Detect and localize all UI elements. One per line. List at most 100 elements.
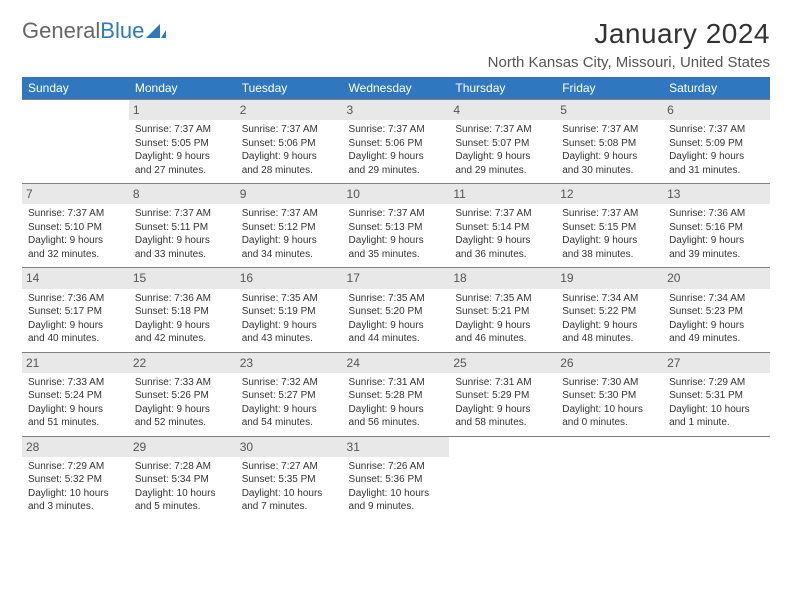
daylight-line1: Daylight: 9 hours: [455, 403, 550, 417]
daylight-line2: and 3 minutes.: [28, 500, 123, 514]
daylight-line2: and 32 minutes.: [28, 248, 123, 262]
weekday-header: Wednesday: [343, 77, 450, 100]
daylight-line2: and 0 minutes.: [562, 416, 657, 430]
daylight-line2: and 52 minutes.: [135, 416, 230, 430]
day-number: 27: [663, 353, 770, 373]
sunset-text: Sunset: 5:13 PM: [349, 221, 444, 235]
sunrise-text: Sunrise: 7:36 AM: [28, 292, 123, 306]
sunrise-text: Sunrise: 7:37 AM: [135, 207, 230, 221]
logo-text-blue: Blue: [100, 18, 144, 44]
sunrise-text: Sunrise: 7:32 AM: [242, 376, 337, 390]
daylight-line1: Daylight: 9 hours: [669, 319, 764, 333]
daylight-line2: and 56 minutes.: [349, 416, 444, 430]
daylight-line2: and 38 minutes.: [562, 248, 657, 262]
calendar-week-row: 28Sunrise: 7:29 AMSunset: 5:32 PMDayligh…: [22, 436, 770, 520]
sunset-text: Sunset: 5:29 PM: [455, 389, 550, 403]
sunset-text: Sunset: 5:08 PM: [562, 137, 657, 151]
sunset-text: Sunset: 5:26 PM: [135, 389, 230, 403]
sunset-text: Sunset: 5:10 PM: [28, 221, 123, 235]
calendar-body: 1Sunrise: 7:37 AMSunset: 5:05 PMDaylight…: [22, 100, 770, 520]
sunset-text: Sunset: 5:36 PM: [349, 473, 444, 487]
day-number: 6: [663, 100, 770, 120]
page-title: January 2024: [488, 18, 770, 50]
daylight-line1: Daylight: 9 hours: [455, 234, 550, 248]
calendar-day-cell: 24Sunrise: 7:31 AMSunset: 5:28 PMDayligh…: [343, 352, 450, 436]
sunrise-text: Sunrise: 7:33 AM: [135, 376, 230, 390]
sunset-text: Sunset: 5:31 PM: [669, 389, 764, 403]
day-number: 18: [449, 268, 556, 288]
calendar-day-cell: [22, 100, 129, 184]
sunrise-text: Sunrise: 7:31 AM: [349, 376, 444, 390]
daylight-line1: Daylight: 9 hours: [135, 403, 230, 417]
sunrise-text: Sunrise: 7:35 AM: [349, 292, 444, 306]
daylight-line2: and 42 minutes.: [135, 332, 230, 346]
sunset-text: Sunset: 5:32 PM: [28, 473, 123, 487]
daylight-line2: and 9 minutes.: [349, 500, 444, 514]
daylight-line1: Daylight: 9 hours: [242, 150, 337, 164]
day-number: 25: [449, 353, 556, 373]
calendar-day-cell: 12Sunrise: 7:37 AMSunset: 5:15 PMDayligh…: [556, 184, 663, 268]
sunset-text: Sunset: 5:05 PM: [135, 137, 230, 151]
day-number: 29: [129, 437, 236, 457]
daylight-line2: and 35 minutes.: [349, 248, 444, 262]
calendar-table: SundayMondayTuesdayWednesdayThursdayFrid…: [22, 77, 770, 520]
daylight-line1: Daylight: 9 hours: [28, 234, 123, 248]
calendar-day-cell: 22Sunrise: 7:33 AMSunset: 5:26 PMDayligh…: [129, 352, 236, 436]
day-number: 24: [343, 353, 450, 373]
day-number: 15: [129, 268, 236, 288]
calendar-day-cell: 2Sunrise: 7:37 AMSunset: 5:06 PMDaylight…: [236, 100, 343, 184]
daylight-line2: and 58 minutes.: [455, 416, 550, 430]
day-number: 20: [663, 268, 770, 288]
weekday-header: Friday: [556, 77, 663, 100]
location-text: North Kansas City, Missouri, United Stat…: [488, 54, 770, 71]
sunrise-text: Sunrise: 7:37 AM: [28, 207, 123, 221]
daylight-line2: and 5 minutes.: [135, 500, 230, 514]
calendar-day-cell: 28Sunrise: 7:29 AMSunset: 5:32 PMDayligh…: [22, 436, 129, 520]
sunrise-text: Sunrise: 7:30 AM: [562, 376, 657, 390]
calendar-day-cell: 20Sunrise: 7:34 AMSunset: 5:23 PMDayligh…: [663, 268, 770, 352]
daylight-line2: and 54 minutes.: [242, 416, 337, 430]
daylight-line1: Daylight: 9 hours: [242, 403, 337, 417]
daylight-line1: Daylight: 9 hours: [455, 319, 550, 333]
daylight-line1: Daylight: 9 hours: [562, 319, 657, 333]
sunset-text: Sunset: 5:14 PM: [455, 221, 550, 235]
calendar-day-cell: 4Sunrise: 7:37 AMSunset: 5:07 PMDaylight…: [449, 100, 556, 184]
weekday-header: Thursday: [449, 77, 556, 100]
calendar-day-cell: 17Sunrise: 7:35 AMSunset: 5:20 PMDayligh…: [343, 268, 450, 352]
sunrise-text: Sunrise: 7:26 AM: [349, 460, 444, 474]
daylight-line2: and 29 minutes.: [455, 164, 550, 178]
sunset-text: Sunset: 5:22 PM: [562, 305, 657, 319]
sunrise-text: Sunrise: 7:35 AM: [455, 292, 550, 306]
header: GeneralBlue January 2024 North Kansas Ci…: [22, 18, 770, 71]
daylight-line1: Daylight: 10 hours: [349, 487, 444, 501]
daylight-line2: and 48 minutes.: [562, 332, 657, 346]
calendar-day-cell: 9Sunrise: 7:37 AMSunset: 5:12 PMDaylight…: [236, 184, 343, 268]
sunset-text: Sunset: 5:35 PM: [242, 473, 337, 487]
day-number: 19: [556, 268, 663, 288]
calendar-day-cell: 21Sunrise: 7:33 AMSunset: 5:24 PMDayligh…: [22, 352, 129, 436]
daylight-line2: and 44 minutes.: [349, 332, 444, 346]
daylight-line2: and 1 minute.: [669, 416, 764, 430]
sunrise-text: Sunrise: 7:37 AM: [242, 123, 337, 137]
sunrise-text: Sunrise: 7:29 AM: [28, 460, 123, 474]
calendar-day-cell: 3Sunrise: 7:37 AMSunset: 5:06 PMDaylight…: [343, 100, 450, 184]
daylight-line2: and 7 minutes.: [242, 500, 337, 514]
day-number: 21: [22, 353, 129, 373]
daylight-line1: Daylight: 9 hours: [669, 150, 764, 164]
day-number: 10: [343, 184, 450, 204]
daylight-line1: Daylight: 10 hours: [669, 403, 764, 417]
sunrise-text: Sunrise: 7:27 AM: [242, 460, 337, 474]
daylight-line2: and 29 minutes.: [349, 164, 444, 178]
calendar-week-row: 1Sunrise: 7:37 AMSunset: 5:05 PMDaylight…: [22, 100, 770, 184]
day-number: 30: [236, 437, 343, 457]
daylight-line2: and 43 minutes.: [242, 332, 337, 346]
sunrise-text: Sunrise: 7:37 AM: [135, 123, 230, 137]
calendar-day-cell: 19Sunrise: 7:34 AMSunset: 5:22 PMDayligh…: [556, 268, 663, 352]
day-number: 4: [449, 100, 556, 120]
weekday-header: Tuesday: [236, 77, 343, 100]
calendar-day-cell: 26Sunrise: 7:30 AMSunset: 5:30 PMDayligh…: [556, 352, 663, 436]
sunset-text: Sunset: 5:19 PM: [242, 305, 337, 319]
sunset-text: Sunset: 5:34 PM: [135, 473, 230, 487]
weekday-header: Saturday: [663, 77, 770, 100]
sunrise-text: Sunrise: 7:37 AM: [349, 123, 444, 137]
